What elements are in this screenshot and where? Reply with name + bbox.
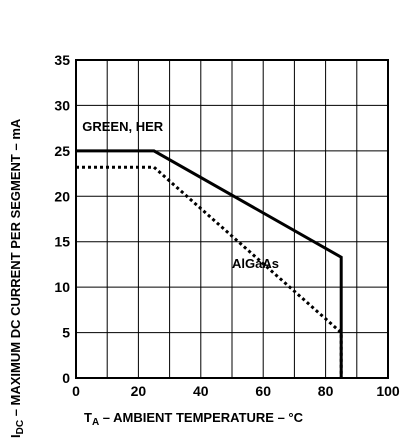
y-tick-label: 0 [62,370,70,386]
series-line-algaas [76,165,343,378]
x-tick-label: 100 [376,383,400,399]
y-tick-label: 35 [54,52,70,68]
y-tick-labels: 0 5 10 15 20 25 30 35 [54,52,70,386]
y-tick-label: 10 [54,279,70,295]
x-tick-label: 0 [72,383,80,399]
y-axis-label: IDC – MAXIMUM DC CURRENT PER SEGMENT – m… [8,118,26,438]
y-tick-label: 20 [54,188,70,204]
series-label: GREEN, HER [82,119,164,134]
y-tick-label: 25 [54,143,70,159]
x-tick-label: 20 [131,383,147,399]
x-tick-labels: 0 20 40 60 80 100 [72,383,400,399]
x-tick-label: 80 [318,383,334,399]
series-label: AlGaAs [232,256,279,271]
series-layer [76,149,343,378]
x-axis-label: TA – AMBIENT TEMPERATURE – °C [84,410,304,428]
plot-frame [75,59,389,379]
series-labels: GREEN, HER AlGaAs [82,119,279,271]
y-tick-label: 30 [54,97,70,113]
series-line-green-her [76,149,343,378]
y-tick-label: 5 [62,325,70,341]
y-tick-label: 15 [54,234,70,250]
x-tick-label: 60 [255,383,271,399]
x-tick-label: 40 [193,383,209,399]
